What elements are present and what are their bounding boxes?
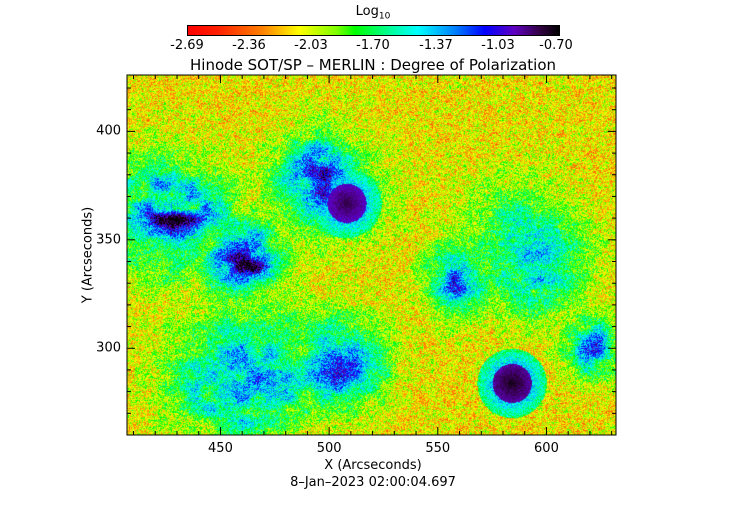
colorbar-tick-label: -1.37 [419, 38, 453, 53]
y-axis-label: Y (Arcseconds) [80, 206, 96, 304]
colorbar-label-base: Log [355, 4, 379, 19]
x-tick-label: 450 [208, 441, 233, 456]
y-tick-label: 400 [96, 123, 121, 139]
colorbar [187, 25, 560, 36]
polarization-heatmap [127, 75, 616, 435]
colorbar-label: Log10 [0, 4, 746, 22]
x-tick-label: 500 [316, 441, 342, 456]
plot-frame [126, 74, 617, 436]
colorbar-tick-label: -2.36 [232, 38, 266, 53]
chart-title: Hinode SOT/SP – MERLIN : Degree of Polar… [190, 56, 556, 74]
x-tick-label: 600 [534, 441, 559, 456]
colorbar-tick-label: -1.70 [356, 38, 390, 53]
colorbar-tick-label: -0.70 [539, 38, 573, 53]
y-tick-label: 300 [96, 340, 121, 356]
x-tick-label: 550 [425, 441, 451, 456]
colorbar-tick-label: -1.03 [481, 38, 515, 53]
x-axis-label: X (Arcseconds) [324, 458, 422, 473]
y-tick-label: 350 [96, 232, 121, 248]
colorbar-tick-label: -2.69 [170, 38, 204, 53]
colorbar-tick-label: -2.03 [294, 38, 328, 53]
timestamp: 8–Jan–2023 02:00:04.697 [290, 475, 456, 490]
colorbar-label-sub: 10 [378, 11, 391, 22]
